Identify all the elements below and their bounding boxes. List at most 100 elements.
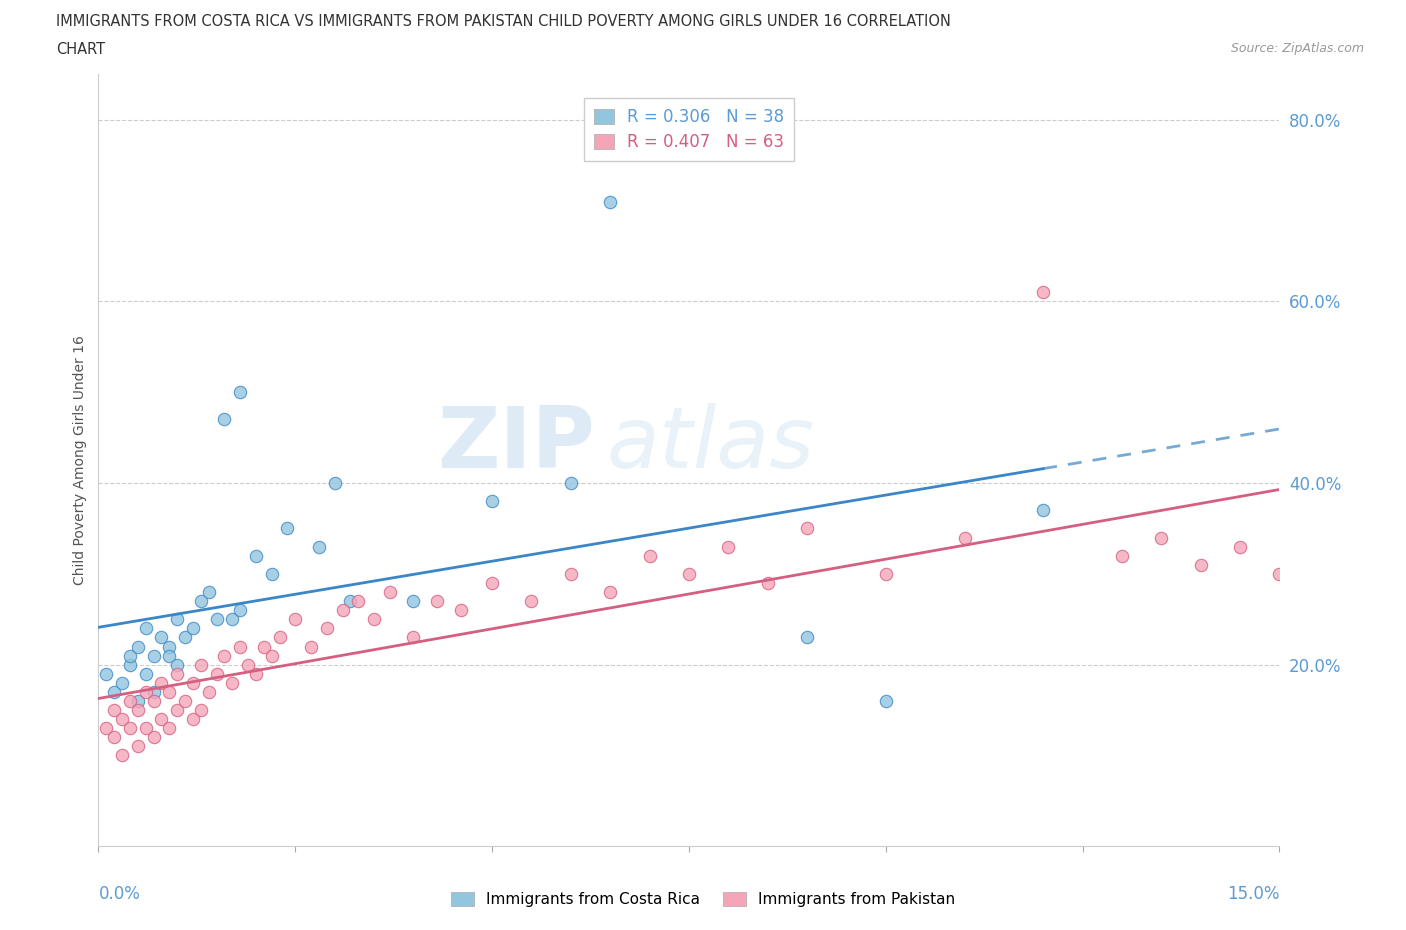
Text: 0.0%: 0.0% — [98, 885, 141, 903]
Point — [276, 521, 298, 536]
Point — [796, 630, 818, 644]
Point — [135, 621, 157, 636]
Point — [481, 494, 503, 509]
Point — [190, 593, 212, 608]
Point — [103, 684, 125, 699]
Point — [135, 684, 157, 699]
Point — [1189, 557, 1212, 572]
Point — [378, 585, 401, 600]
Point — [135, 721, 157, 736]
Point — [150, 630, 173, 644]
Point — [96, 666, 118, 681]
Point — [756, 576, 779, 591]
Point — [426, 593, 449, 608]
Point — [1032, 285, 1054, 299]
Point — [205, 666, 228, 681]
Point — [245, 666, 267, 681]
Point — [299, 639, 322, 654]
Point — [638, 549, 661, 564]
Point — [166, 666, 188, 681]
Point — [229, 603, 252, 618]
Legend: Immigrants from Costa Rica, Immigrants from Pakistan: Immigrants from Costa Rica, Immigrants f… — [444, 885, 962, 913]
Point — [157, 648, 180, 663]
Point — [953, 530, 976, 545]
Point — [197, 684, 219, 699]
Point — [1268, 566, 1291, 581]
Point — [229, 639, 252, 654]
Point — [221, 612, 243, 627]
Point — [118, 694, 141, 709]
Point — [103, 730, 125, 745]
Point — [142, 684, 165, 699]
Point — [560, 475, 582, 490]
Point — [103, 703, 125, 718]
Point — [796, 521, 818, 536]
Point — [520, 593, 543, 608]
Point — [127, 703, 149, 718]
Text: 15.0%: 15.0% — [1227, 885, 1279, 903]
Point — [875, 566, 897, 581]
Point — [127, 639, 149, 654]
Point — [269, 630, 291, 644]
Point — [599, 194, 621, 209]
Text: IMMIGRANTS FROM COSTA RICA VS IMMIGRANTS FROM PAKISTAN CHILD POVERTY AMONG GIRLS: IMMIGRANTS FROM COSTA RICA VS IMMIGRANTS… — [56, 14, 950, 29]
Point — [157, 721, 180, 736]
Point — [1032, 503, 1054, 518]
Point — [308, 539, 330, 554]
Point — [96, 721, 118, 736]
Point — [875, 694, 897, 709]
Y-axis label: Child Poverty Among Girls Under 16: Child Poverty Among Girls Under 16 — [73, 336, 87, 585]
Point — [236, 658, 259, 672]
Point — [347, 593, 370, 608]
Point — [197, 585, 219, 600]
Point — [174, 694, 197, 709]
Point — [135, 666, 157, 681]
Point — [260, 648, 283, 663]
Point — [717, 539, 740, 554]
Point — [142, 730, 165, 745]
Point — [1308, 549, 1330, 564]
Text: Source: ZipAtlas.com: Source: ZipAtlas.com — [1230, 42, 1364, 55]
Point — [245, 549, 267, 564]
Point — [1347, 521, 1369, 536]
Point — [181, 711, 204, 726]
Point — [339, 593, 361, 608]
Point — [323, 475, 346, 490]
Point — [142, 694, 165, 709]
Point — [205, 612, 228, 627]
Point — [157, 684, 180, 699]
Point — [111, 675, 134, 690]
Point — [214, 648, 236, 663]
Point — [363, 612, 385, 627]
Point — [221, 675, 243, 690]
Point — [181, 621, 204, 636]
Point — [481, 576, 503, 591]
Point — [118, 648, 141, 663]
Point — [190, 658, 212, 672]
Point — [1150, 530, 1173, 545]
Point — [284, 612, 307, 627]
Point — [315, 621, 337, 636]
Legend: R = 0.306   N = 38, R = 0.407   N = 63: R = 0.306 N = 38, R = 0.407 N = 63 — [583, 99, 794, 161]
Point — [166, 612, 188, 627]
Point — [402, 630, 425, 644]
Point — [166, 658, 188, 672]
Point — [229, 385, 252, 400]
Point — [678, 566, 700, 581]
Point — [181, 675, 204, 690]
Point — [1229, 539, 1251, 554]
Point — [150, 675, 173, 690]
Point — [142, 648, 165, 663]
Point — [157, 639, 180, 654]
Point — [260, 566, 283, 581]
Point — [402, 593, 425, 608]
Point — [118, 658, 141, 672]
Point — [111, 711, 134, 726]
Text: atlas: atlas — [606, 404, 814, 486]
Point — [111, 748, 134, 763]
Point — [127, 694, 149, 709]
Point — [190, 703, 212, 718]
Point — [599, 585, 621, 600]
Text: CHART: CHART — [56, 42, 105, 57]
Point — [118, 721, 141, 736]
